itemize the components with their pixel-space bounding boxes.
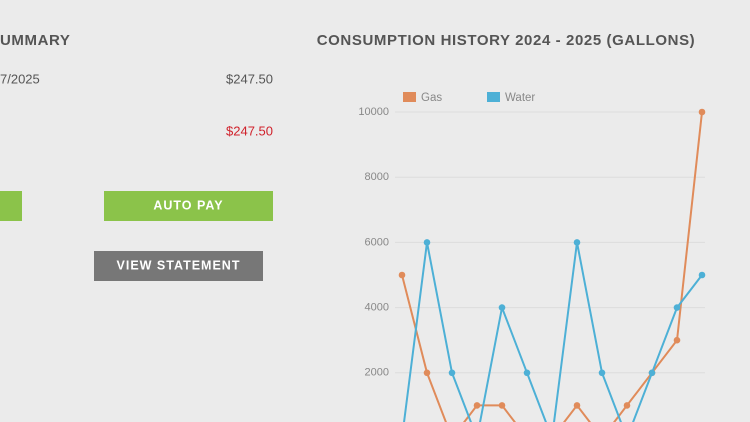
data-point — [573, 239, 581, 246]
data-point — [648, 369, 656, 377]
summary-title: UMMARY — [0, 32, 71, 49]
data-point — [598, 369, 606, 377]
y-tick-label: 10000 — [358, 106, 389, 118]
data-point — [423, 239, 431, 246]
data-point — [673, 304, 681, 311]
chart-title: CONSUMPTION HISTORY 2024 - 2025 (GALLONS… — [317, 32, 696, 49]
amount-due: $247.50 — [226, 123, 273, 138]
summary-date: 7/2025 — [0, 71, 40, 86]
y-tick-label: 8000 — [365, 171, 389, 183]
auto-pay-button[interactable]: AUTO PAY — [104, 191, 273, 221]
legend-swatch — [403, 92, 416, 102]
y-tick-label: 4000 — [365, 302, 389, 314]
data-point — [623, 402, 631, 409]
data-point — [698, 108, 706, 116]
series-line — [403, 242, 703, 422]
auto-pay-label[interactable]: AUTO PAY — [153, 198, 223, 212]
auto-pay-bg[interactable] — [104, 191, 273, 221]
data-point — [698, 271, 706, 279]
view-statement-label[interactable]: VIEW STATEMENT — [117, 258, 241, 272]
summary-amount: $247.50 — [226, 71, 273, 86]
y-tick-label: 2000 — [365, 367, 389, 379]
view-statement-bg[interactable] — [94, 251, 263, 281]
legend-label: Water — [505, 92, 535, 104]
view-statement-button[interactable]: VIEW STATEMENT — [94, 251, 263, 281]
y-tick-label: 6000 — [365, 236, 389, 248]
pay-button[interactable] — [0, 191, 22, 221]
data-point — [498, 304, 506, 311]
data-point — [523, 369, 531, 377]
data-point — [473, 402, 481, 409]
data-point — [448, 369, 456, 377]
series-line — [401, 111, 703, 422]
data-point — [498, 402, 506, 409]
legend-swatch — [487, 92, 500, 102]
legend-label: Gas — [421, 92, 442, 104]
data-point — [398, 271, 406, 279]
data-point — [423, 369, 431, 377]
data-point — [673, 336, 681, 344]
data-point — [573, 402, 581, 409]
